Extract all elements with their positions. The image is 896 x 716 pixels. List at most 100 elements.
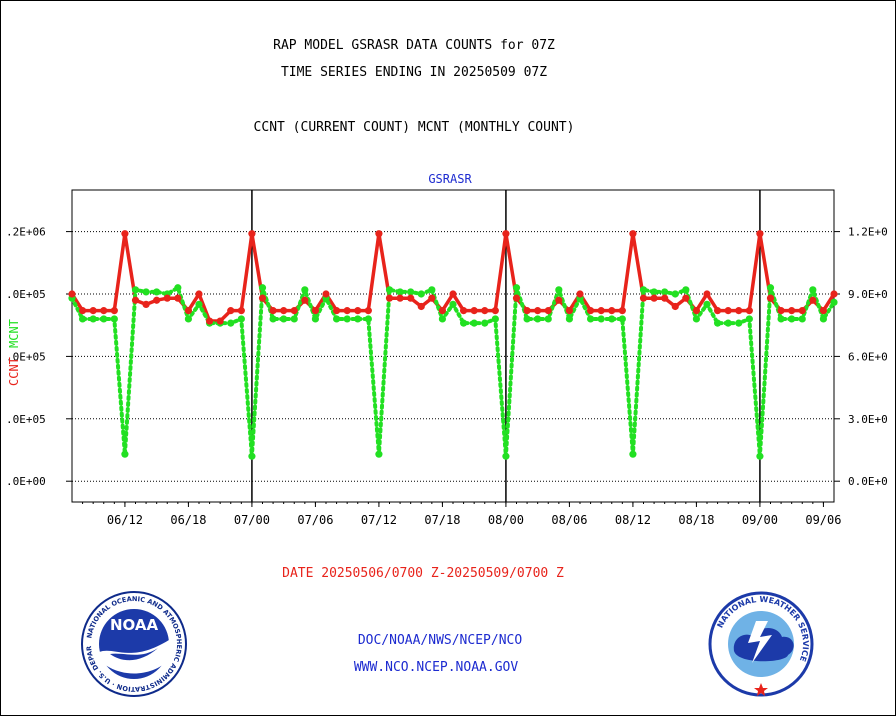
data-point-ccnt bbox=[608, 307, 616, 315]
data-point-ccnt bbox=[459, 307, 468, 315]
data-point-mcnt bbox=[830, 298, 838, 306]
data-point-mcnt bbox=[491, 315, 499, 323]
data-point-ccnt bbox=[449, 290, 457, 298]
data-point-mcnt bbox=[819, 315, 828, 323]
data-point-mcnt bbox=[756, 452, 764, 460]
data-point-ccnt bbox=[354, 307, 362, 315]
data-point-ccnt bbox=[565, 307, 574, 315]
data-point-ccnt bbox=[534, 307, 542, 315]
data-point-mcnt bbox=[153, 288, 161, 296]
data-point-ccnt bbox=[819, 307, 828, 315]
data-point-ccnt bbox=[364, 307, 372, 315]
data-point-ccnt bbox=[586, 307, 595, 315]
data-point-ccnt bbox=[735, 307, 743, 315]
x-tick-label: 07/18 bbox=[424, 513, 460, 527]
data-point-ccnt bbox=[618, 307, 626, 315]
data-point-ccnt bbox=[777, 307, 785, 315]
data-point-ccnt bbox=[576, 290, 584, 298]
data-point-mcnt bbox=[428, 286, 436, 294]
data-point-mcnt bbox=[671, 290, 679, 298]
data-point-ccnt bbox=[227, 307, 235, 315]
data-point-mcnt bbox=[470, 319, 478, 327]
url-link[interactable]: WWW.NCO.NCEP.NOAA.GOV bbox=[353, 660, 519, 675]
data-point-mcnt bbox=[237, 315, 245, 323]
noaa-logo: NATIONAL OCEANIC AND ATMOSPHERIC ADMINIS… bbox=[80, 590, 187, 697]
data-point-ccnt bbox=[830, 290, 838, 298]
data-point-mcnt bbox=[417, 290, 425, 298]
data-point-mcnt bbox=[195, 300, 203, 308]
data-point-ccnt bbox=[216, 317, 224, 325]
data-point-ccnt bbox=[184, 307, 193, 315]
data-point-ccnt bbox=[248, 230, 256, 238]
data-point-mcnt bbox=[110, 315, 118, 323]
data-point-ccnt bbox=[682, 294, 690, 302]
data-point-mcnt bbox=[639, 286, 648, 294]
data-point-mcnt bbox=[78, 315, 87, 323]
data-point-mcnt bbox=[682, 286, 690, 294]
data-point-mcnt bbox=[89, 315, 97, 323]
data-point-mcnt bbox=[459, 319, 468, 327]
data-point-ccnt bbox=[280, 307, 288, 315]
x-tick-label: 07/06 bbox=[297, 513, 333, 527]
data-point-ccnt bbox=[512, 294, 521, 302]
data-point-ccnt bbox=[597, 307, 605, 315]
data-point-ccnt bbox=[502, 230, 510, 238]
data-point-ccnt bbox=[756, 230, 764, 238]
x-tick-label: 08/00 bbox=[488, 513, 524, 527]
data-point-mcnt bbox=[184, 315, 193, 323]
data-point-mcnt bbox=[449, 300, 457, 308]
data-point-ccnt bbox=[703, 290, 711, 298]
left-tick-label: .0E+05 bbox=[6, 350, 46, 363]
data-point-mcnt bbox=[407, 288, 415, 296]
right-tick-label: 6.0E+0 bbox=[848, 350, 888, 363]
x-tick-label: 07/12 bbox=[361, 513, 397, 527]
data-point-ccnt bbox=[290, 307, 298, 315]
data-point-ccnt bbox=[809, 296, 817, 304]
data-point-mcnt bbox=[290, 315, 298, 323]
data-point-mcnt bbox=[692, 315, 701, 323]
data-point-ccnt bbox=[417, 302, 425, 311]
left-tick-label: .0E+05 bbox=[6, 413, 46, 426]
data-point-ccnt bbox=[269, 307, 277, 315]
data-point-mcnt bbox=[301, 286, 309, 294]
data-point-mcnt bbox=[364, 315, 372, 323]
data-point-ccnt bbox=[385, 294, 394, 302]
data-point-ccnt bbox=[311, 307, 320, 315]
data-point-ccnt bbox=[481, 307, 489, 315]
header-line-2: TIME SERIES ENDING IN 20250509 07Z bbox=[280, 65, 548, 80]
data-point-ccnt bbox=[544, 307, 552, 315]
data-point-mcnt bbox=[586, 315, 595, 323]
data-point-mcnt bbox=[311, 315, 320, 323]
data-point-mcnt bbox=[121, 450, 129, 458]
x-tick-label: 09/00 bbox=[742, 513, 778, 527]
x-tick-label: 07/00 bbox=[234, 513, 270, 527]
data-point-mcnt bbox=[142, 288, 150, 296]
data-point-ccnt bbox=[798, 307, 806, 315]
data-point-mcnt bbox=[703, 300, 711, 308]
data-point-mcnt bbox=[385, 286, 394, 294]
data-point-ccnt bbox=[639, 294, 648, 302]
chart-title: GSRASR bbox=[428, 172, 472, 186]
data-point-ccnt bbox=[343, 307, 351, 315]
data-point-mcnt bbox=[618, 315, 626, 323]
data-point-ccnt bbox=[153, 296, 161, 304]
org-text: DOC/NOAA/NWS/NCEP/NCO bbox=[357, 633, 523, 648]
date-range: DATE 20250506/0700 Z-20250509/0700 Z bbox=[282, 566, 564, 581]
data-point-mcnt bbox=[512, 284, 521, 292]
noaa-wordmark: NOAA bbox=[110, 616, 159, 634]
data-point-ccnt bbox=[745, 307, 753, 315]
x-tick-label: 06/12 bbox=[107, 513, 143, 527]
data-point-ccnt bbox=[713, 307, 722, 315]
data-point-mcnt bbox=[174, 284, 182, 292]
data-point-ccnt bbox=[438, 307, 447, 315]
left-tick-label: .2E+06 bbox=[6, 226, 46, 239]
data-point-mcnt bbox=[258, 284, 267, 292]
data-point-ccnt bbox=[661, 294, 669, 302]
data-point-mcnt bbox=[280, 315, 288, 323]
data-point-mcnt bbox=[629, 450, 637, 458]
right-tick-label: 9.0E+0 bbox=[848, 288, 888, 301]
data-point-mcnt bbox=[544, 315, 552, 323]
data-point-mcnt bbox=[100, 315, 108, 323]
nws-logo: NATIONAL WEATHER SERVICE bbox=[708, 591, 814, 697]
data-point-ccnt bbox=[110, 307, 118, 315]
